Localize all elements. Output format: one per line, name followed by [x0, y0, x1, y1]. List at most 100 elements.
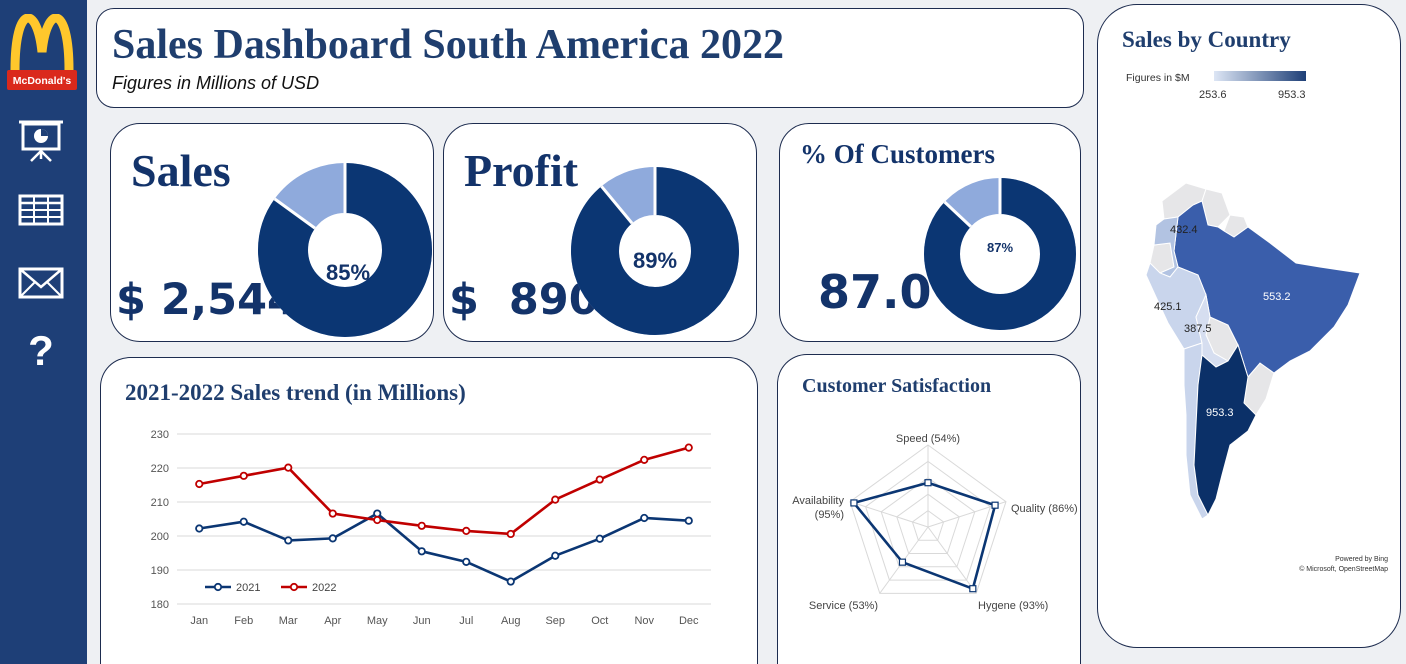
data-point — [462, 557, 471, 566]
map-label-brazil: 553.2 — [1263, 291, 1291, 303]
x-tick-label: Mar — [279, 615, 298, 627]
x-tick-label: Sep — [545, 615, 565, 627]
data-point — [373, 509, 382, 518]
profit-kpi-card: Profit $ 890 89% — [443, 123, 757, 342]
sales-title: Sales — [131, 145, 231, 196]
legend-label: 2021 — [236, 582, 260, 594]
profit-title: Profit — [464, 145, 579, 196]
x-tick-label: Dec — [679, 615, 699, 627]
radar-series — [852, 481, 997, 590]
radar-axis-label: Service (53%) — [809, 600, 878, 612]
profit-percent-label: 89% — [633, 248, 677, 273]
y-tick-label: 190 — [151, 565, 169, 577]
data-point — [551, 495, 560, 504]
header-card: Sales Dashboard South America 2022 Figur… — [96, 8, 1084, 108]
radar-axis-label: Hygene (93%) — [978, 600, 1048, 612]
help-icon[interactable]: ? — [28, 327, 54, 374]
radar-point — [924, 479, 932, 487]
data-point — [195, 524, 204, 533]
customers-percent-label: 87% — [987, 240, 1013, 255]
legend-marker — [213, 582, 223, 592]
radar-grid — [896, 493, 960, 555]
data-point — [640, 513, 649, 523]
data-point — [239, 517, 248, 526]
x-tick-label: Jun — [413, 615, 431, 627]
donut-separator — [273, 197, 316, 230]
map-label-peru: 425.1 — [1154, 301, 1182, 313]
data-point — [595, 534, 604, 543]
x-tick-label: Oct — [591, 615, 608, 627]
y-tick-label: 180 — [151, 599, 169, 611]
customers-donut: 87% — [924, 178, 1076, 330]
series-line-2022 — [199, 446, 690, 536]
donut-separator — [600, 185, 634, 225]
data-point — [328, 534, 337, 543]
map-attribution-osm: © Microsoft, OpenStreetMap — [1299, 565, 1388, 573]
data-point — [684, 443, 693, 452]
y-tick-label: 210 — [151, 497, 169, 509]
radar-grid — [911, 509, 945, 541]
map-region-argentina — [1193, 343, 1257, 517]
x-tick-label: Jul — [459, 615, 473, 627]
customer-satisfaction-card: Customer Satisfaction Speed (54%) Quality… — [777, 354, 1081, 664]
data-point — [195, 479, 204, 489]
series-line-2021 — [199, 512, 689, 583]
legend-marker — [289, 582, 299, 592]
radar-axis-label: Speed (54%) — [896, 433, 960, 445]
data-point — [462, 526, 471, 535]
customers-kpi-card: % Of Customers 87.0 87% — [779, 123, 1081, 342]
data-point — [640, 455, 649, 464]
table-icon[interactable] — [16, 188, 66, 234]
page-subtitle: Figures in Millions of USD — [112, 73, 320, 93]
donut-separator — [943, 200, 972, 228]
radar-point — [898, 558, 907, 566]
radar-axis-label: (95%) — [815, 509, 844, 521]
radar-point — [850, 499, 858, 507]
radar-point — [969, 585, 977, 593]
map-legend-min: 253.6 — [1199, 89, 1227, 101]
data-point — [684, 516, 693, 525]
presentation-icon[interactable] — [16, 117, 66, 163]
data-point — [239, 471, 248, 480]
data-point — [551, 551, 560, 560]
radar-point — [991, 501, 999, 509]
sales-by-country-title: Sales by Country — [1122, 27, 1291, 52]
data-point — [284, 463, 293, 472]
customers-value: 87.0 — [818, 265, 932, 319]
customer-satisfaction-chart: Speed (54%) Quality (86%) Hygene (93%) Serv… — [792, 433, 1078, 612]
x-tick-label: Feb — [234, 615, 253, 627]
page-title: Sales Dashboard South America 2022 — [112, 22, 785, 68]
sales-by-country-card: Sales by Country Figures in $M 253.6 953… — [1097, 4, 1401, 648]
sidebar: McDonald's ? — [0, 0, 87, 664]
sales-donut: 85% — [258, 163, 432, 337]
x-tick-label: Apr — [324, 615, 341, 627]
sales-trend-title: 2021-2022 Sales trend (in Millions) — [125, 380, 466, 405]
mcdonalds-logo: McDonald's — [7, 14, 77, 90]
brand-name: McDonald's — [13, 75, 72, 87]
radar-axis-label: Availability — [792, 495, 844, 507]
mail-icon[interactable] — [16, 260, 66, 306]
y-tick-label: 230 — [151, 429, 169, 441]
sales-trend-chart: 180 190 200 210 220 230 Jan Feb Mar Apr May Jun Jul A… — [151, 429, 711, 627]
customer-satisfaction-title: Customer Satisfaction — [802, 375, 992, 397]
sales-kpi-card: Sales $ 2,544 85% — [110, 123, 434, 342]
data-point — [595, 475, 604, 484]
radar-grid — [880, 477, 976, 568]
map-label-bolivia: 387.5 — [1184, 323, 1212, 335]
radar-axis — [849, 501, 929, 528]
data-point — [417, 547, 426, 556]
x-tick-label: Nov — [634, 615, 654, 627]
map-legend-title: Figures in $M — [1126, 72, 1190, 84]
sales-map: Figures in $M 253.6 953.3 432.4 553.2 42… — [1126, 71, 1388, 573]
radar-axis-label: Quality (86%) — [1011, 503, 1078, 515]
x-tick-label: Jan — [190, 615, 208, 627]
map-legend-max: 953.3 — [1278, 89, 1306, 101]
data-point — [417, 521, 426, 530]
map-label-colombia: 432.4 — [1170, 224, 1198, 236]
x-tick-label: May — [367, 615, 388, 627]
map-legend-gradient — [1214, 71, 1306, 81]
y-tick-label: 200 — [151, 531, 169, 543]
y-tick-label: 220 — [151, 463, 169, 475]
sales-percent-label: 85% — [326, 260, 370, 285]
sales-trend-card: 2021-2022 Sales trend (in Millions) 180 1… — [100, 357, 758, 664]
